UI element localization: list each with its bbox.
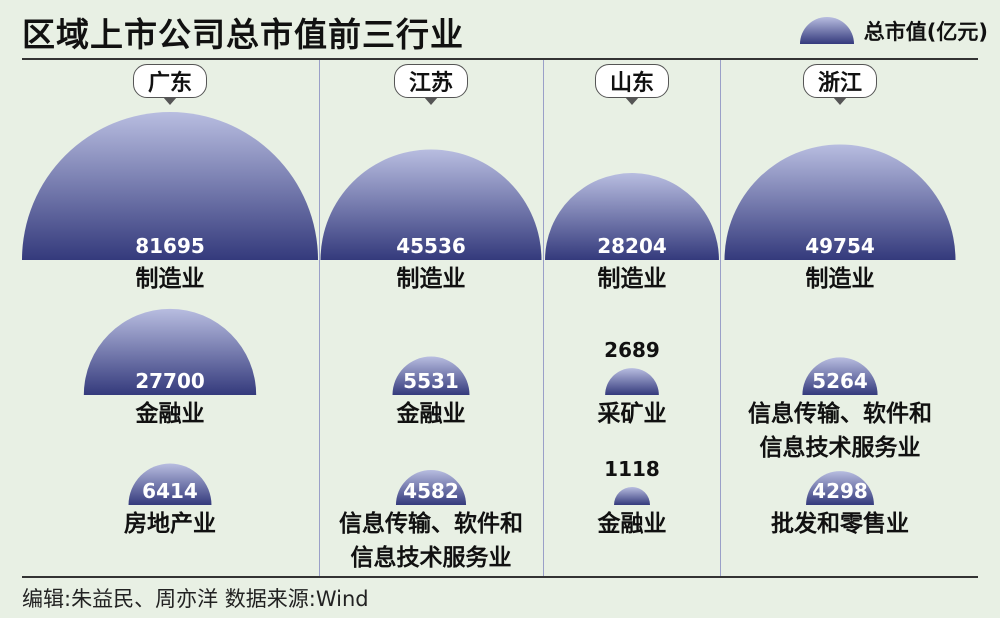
column-divider — [543, 60, 544, 576]
column-divider — [720, 60, 721, 576]
region-label: 广东 — [132, 64, 208, 98]
dome-mark — [614, 487, 650, 505]
industry-label: 信息传输、软件和 信息技术服务业 — [339, 511, 523, 571]
source-note: 编辑:朱益民、周亦洋 数据来源:Wind — [22, 587, 369, 611]
chart-title: 区域上市公司总市值前三行业 — [22, 15, 464, 54]
value-label: 4582 — [403, 479, 459, 503]
value-label: 5264 — [812, 369, 868, 393]
value-label: 81695 — [135, 234, 205, 258]
value-label: 28204 — [597, 234, 667, 258]
industry-label: 制造业 — [135, 266, 205, 292]
industry-label: 金融业 — [135, 401, 205, 427]
value-label: 4298 — [812, 479, 868, 503]
industry-label: 制造业 — [805, 266, 875, 292]
region-pointer — [424, 97, 438, 105]
region-pointer — [163, 97, 177, 105]
dome-mark — [392, 356, 470, 395]
legend: 总市值(亿元) — [798, 16, 988, 46]
bottom-rule — [22, 576, 978, 578]
value-label: 6414 — [142, 479, 198, 503]
dome-mark — [320, 149, 542, 260]
dome-mark — [83, 308, 257, 395]
region-pointer — [625, 97, 639, 105]
industry-label: 信息传输、软件和 信息技术服务业 — [748, 401, 932, 461]
dome-mark — [395, 469, 467, 505]
dome-mark — [605, 368, 659, 395]
value-label: 45536 — [396, 234, 466, 258]
region-pointer — [833, 97, 847, 105]
column-divider — [319, 60, 320, 576]
industry-label: 制造业 — [597, 266, 667, 292]
industry-label: 批发和零售业 — [771, 511, 909, 537]
industry-label: 金融业 — [396, 401, 466, 427]
region-label: 江苏 — [393, 64, 469, 98]
value-label: 27700 — [135, 369, 205, 393]
dome-mark — [802, 357, 878, 395]
value-label: 2689 — [604, 338, 660, 363]
industry-label: 采矿业 — [597, 401, 667, 427]
industry-label: 房地产业 — [124, 511, 216, 537]
value-label: 49754 — [805, 234, 875, 258]
industry-label: 制造业 — [396, 266, 466, 292]
value-label: 1118 — [604, 457, 660, 481]
dome-mark — [724, 144, 956, 260]
value-label: 5531 — [403, 369, 459, 393]
legend-dome-icon — [799, 17, 854, 44]
dome-mark — [128, 463, 212, 505]
dome-mark — [22, 112, 318, 260]
region-label: 山东 — [594, 64, 670, 98]
industry-label: 金融业 — [597, 511, 667, 537]
legend-label: 总市值(亿元) — [863, 20, 988, 44]
top-rule — [22, 58, 978, 60]
dome-mark — [545, 173, 719, 260]
dome-mark — [806, 471, 874, 505]
region-label: 浙江 — [802, 64, 878, 98]
